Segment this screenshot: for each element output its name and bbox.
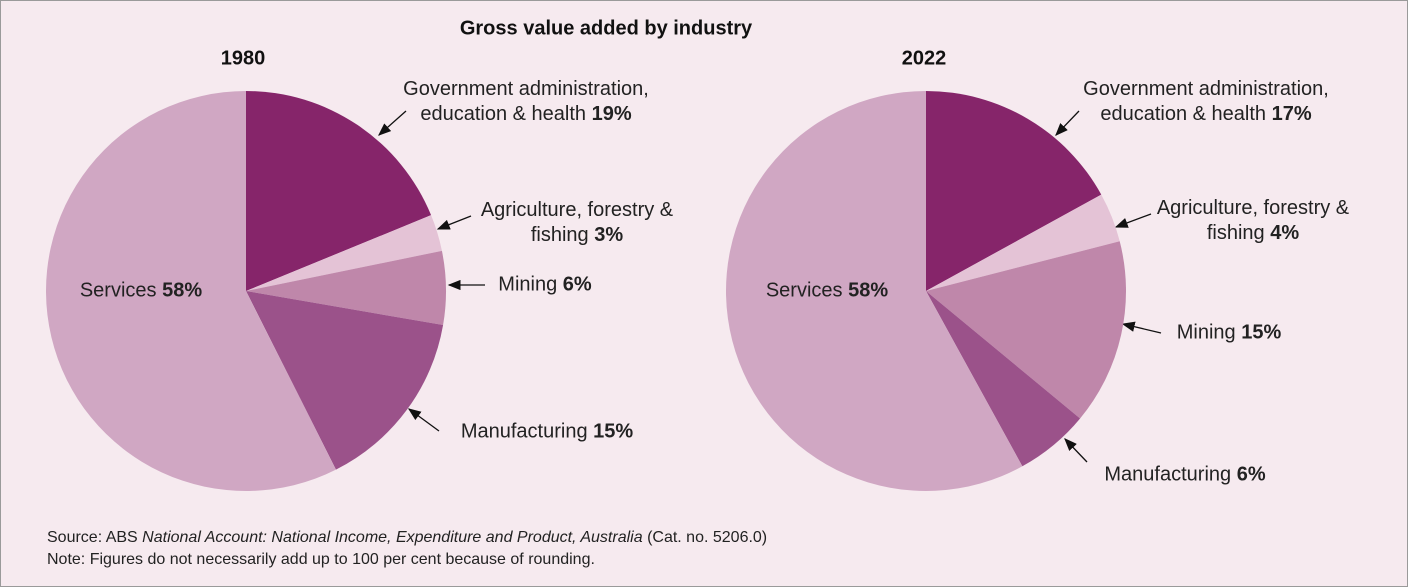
slice-label: Services 58% bbox=[727, 279, 927, 304]
category-label: Agriculture, forestry & fishing bbox=[480, 199, 674, 246]
pie-slice bbox=[45, 91, 336, 491]
slice-label: Government administration, education & h… bbox=[1056, 77, 1356, 127]
value-label: 4% bbox=[1270, 222, 1300, 244]
value-label: 3% bbox=[594, 224, 624, 246]
pie-slice bbox=[926, 241, 1127, 419]
category-label: Services bbox=[765, 279, 843, 302]
pie-title: 1980 bbox=[220, 47, 266, 70]
value-label: 58% bbox=[162, 279, 203, 302]
arrows bbox=[378, 110, 1162, 463]
pie-title: 2022 bbox=[901, 47, 947, 70]
category-label: Government administration, education & h… bbox=[403, 78, 649, 125]
value-label: 58% bbox=[848, 279, 889, 302]
chart-title: Gross value added by industry bbox=[459, 17, 753, 40]
note: Note: Figures do not necessarily add up … bbox=[47, 551, 595, 568]
slice-label: Agriculture, forestry & fishing 3% bbox=[470, 198, 685, 248]
pie-slice bbox=[926, 291, 1081, 467]
value-label: 15% bbox=[1241, 321, 1282, 344]
pie-slice bbox=[246, 91, 432, 291]
pie-slice bbox=[725, 91, 1023, 492]
slice-label: Services 58% bbox=[41, 279, 241, 304]
slice-label: Manufacturing 6% bbox=[1055, 463, 1315, 488]
value-label: 19% bbox=[591, 103, 632, 125]
category-label: Manufacturing bbox=[460, 420, 588, 443]
pie-slice bbox=[246, 250, 446, 326]
category-label: Agriculture, forestry & fishing bbox=[1156, 197, 1350, 244]
value-label: 6% bbox=[562, 273, 592, 296]
slice-label: Government administration, education & h… bbox=[376, 77, 676, 127]
slice-label: Manufacturing 15% bbox=[417, 420, 677, 445]
source: Source: ABS National Account: National I… bbox=[47, 529, 768, 546]
pie-slice bbox=[246, 215, 442, 291]
slice-label: Agriculture, forestry & fishing 4% bbox=[1146, 196, 1361, 246]
category-label: Government administration, education & h… bbox=[1083, 78, 1329, 125]
value-label: 15% bbox=[593, 420, 634, 443]
slice-label: Mining 6% bbox=[445, 273, 645, 298]
category-label: Services bbox=[79, 279, 157, 302]
category-label: Mining bbox=[1176, 321, 1236, 344]
pie-slice bbox=[926, 91, 1102, 291]
category-label: Manufacturing bbox=[1104, 463, 1232, 486]
category-label: Mining bbox=[498, 273, 558, 296]
pie-slice bbox=[926, 194, 1120, 291]
pie-slice bbox=[246, 291, 444, 470]
slice-label: Mining 15% bbox=[1129, 321, 1329, 346]
value-label: 17% bbox=[1271, 103, 1312, 125]
value-label: 6% bbox=[1236, 463, 1266, 486]
